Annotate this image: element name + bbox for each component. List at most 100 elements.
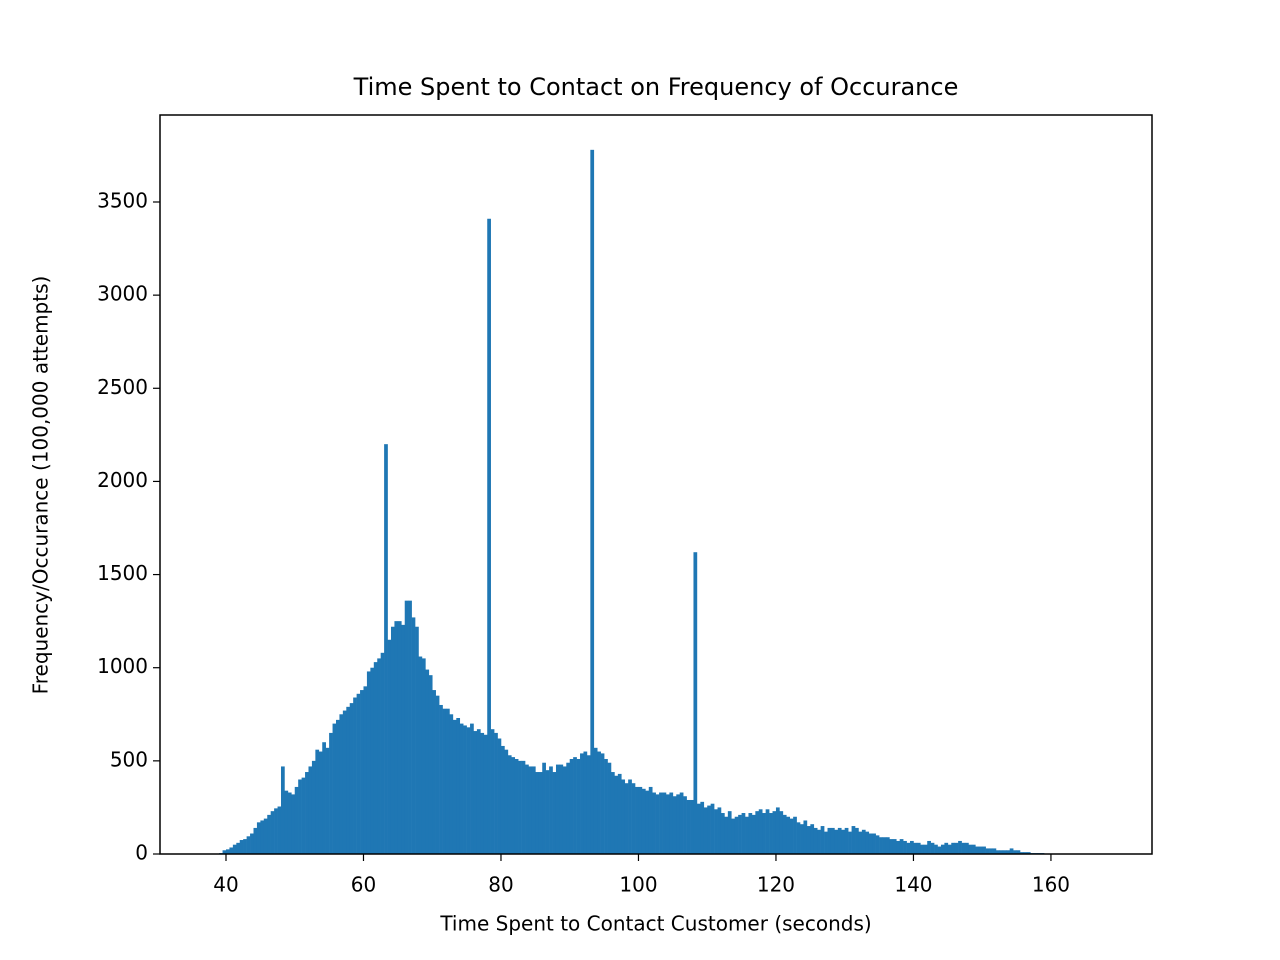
bar bbox=[394, 621, 399, 854]
y-tick-label: 1000 bbox=[97, 654, 148, 678]
x-tick-label: 160 bbox=[1032, 873, 1070, 897]
bar bbox=[569, 758, 574, 854]
bar bbox=[910, 840, 914, 854]
bar bbox=[280, 766, 285, 854]
x-tick-label: 60 bbox=[351, 873, 376, 897]
y-tick-label: 2500 bbox=[97, 375, 148, 399]
bar bbox=[872, 833, 876, 854]
bar bbox=[855, 827, 859, 854]
bar bbox=[497, 738, 502, 854]
bar bbox=[377, 658, 381, 854]
bar bbox=[971, 844, 976, 854]
bar bbox=[937, 846, 942, 854]
bar bbox=[260, 820, 265, 854]
bar bbox=[349, 703, 354, 854]
bar bbox=[875, 835, 880, 854]
bar bbox=[521, 760, 526, 854]
bar bbox=[418, 656, 423, 854]
bar bbox=[232, 844, 237, 854]
bar bbox=[545, 770, 550, 854]
bar bbox=[923, 844, 928, 854]
bar bbox=[590, 149, 595, 855]
bar bbox=[463, 725, 467, 854]
bar bbox=[662, 792, 667, 854]
bar bbox=[401, 624, 406, 854]
bar bbox=[820, 826, 825, 854]
bar bbox=[652, 792, 656, 854]
bar bbox=[765, 809, 770, 854]
bar bbox=[404, 600, 409, 854]
bar bbox=[824, 831, 828, 854]
bar bbox=[566, 762, 571, 854]
bar bbox=[786, 816, 791, 854]
bar bbox=[913, 842, 918, 854]
bar bbox=[535, 772, 540, 854]
bar bbox=[562, 766, 567, 854]
bar bbox=[459, 723, 464, 854]
bar bbox=[353, 697, 357, 854]
bar bbox=[425, 669, 430, 854]
bar bbox=[500, 745, 505, 854]
bar bbox=[751, 814, 756, 854]
y-axis-label: Frequency/Occurance (100,000 attempts) bbox=[29, 276, 53, 695]
bar bbox=[287, 792, 292, 854]
bar bbox=[363, 686, 368, 854]
bar bbox=[504, 749, 509, 854]
bar bbox=[452, 719, 457, 854]
y-tick-label: 2000 bbox=[97, 468, 148, 492]
bar bbox=[1026, 852, 1031, 854]
bar bbox=[665, 794, 670, 854]
bar bbox=[415, 626, 419, 854]
bar bbox=[968, 844, 973, 854]
bar bbox=[628, 779, 632, 854]
bar bbox=[755, 811, 760, 854]
bar bbox=[449, 714, 454, 854]
bar bbox=[528, 766, 533, 854]
bar bbox=[693, 552, 698, 854]
bar bbox=[703, 807, 708, 854]
bar bbox=[645, 790, 650, 854]
x-tick-label: 100 bbox=[619, 873, 657, 897]
bar bbox=[851, 826, 856, 854]
bar bbox=[769, 813, 773, 854]
bar bbox=[329, 732, 333, 854]
bar bbox=[239, 840, 244, 854]
bar bbox=[916, 842, 921, 854]
plot-frame bbox=[159, 114, 1153, 855]
bar bbox=[927, 840, 931, 854]
bar bbox=[958, 840, 962, 854]
bar bbox=[432, 690, 436, 854]
bar bbox=[882, 837, 887, 854]
bar bbox=[989, 848, 993, 854]
bar bbox=[772, 811, 777, 854]
bar bbox=[1013, 850, 1017, 854]
x-tick-label: 120 bbox=[757, 873, 795, 897]
bar bbox=[267, 814, 271, 854]
bar bbox=[879, 837, 883, 854]
bar bbox=[511, 757, 516, 854]
bar bbox=[734, 816, 739, 854]
bar bbox=[525, 764, 529, 854]
bar bbox=[947, 844, 952, 854]
bar bbox=[494, 732, 498, 854]
bar bbox=[390, 626, 395, 854]
bar bbox=[837, 827, 842, 854]
bar bbox=[270, 811, 275, 854]
bar bbox=[789, 818, 794, 854]
bar bbox=[940, 844, 945, 854]
bar bbox=[975, 846, 980, 854]
bar bbox=[277, 806, 282, 854]
bar bbox=[1009, 848, 1014, 854]
bar bbox=[442, 708, 447, 854]
bar bbox=[236, 842, 241, 854]
bar bbox=[1016, 850, 1021, 854]
bar bbox=[648, 786, 653, 854]
bar bbox=[518, 760, 522, 854]
bar bbox=[669, 792, 674, 854]
bar bbox=[830, 827, 835, 854]
bar bbox=[586, 755, 591, 854]
bar bbox=[559, 764, 564, 854]
bar bbox=[621, 779, 626, 854]
bar bbox=[800, 824, 804, 854]
